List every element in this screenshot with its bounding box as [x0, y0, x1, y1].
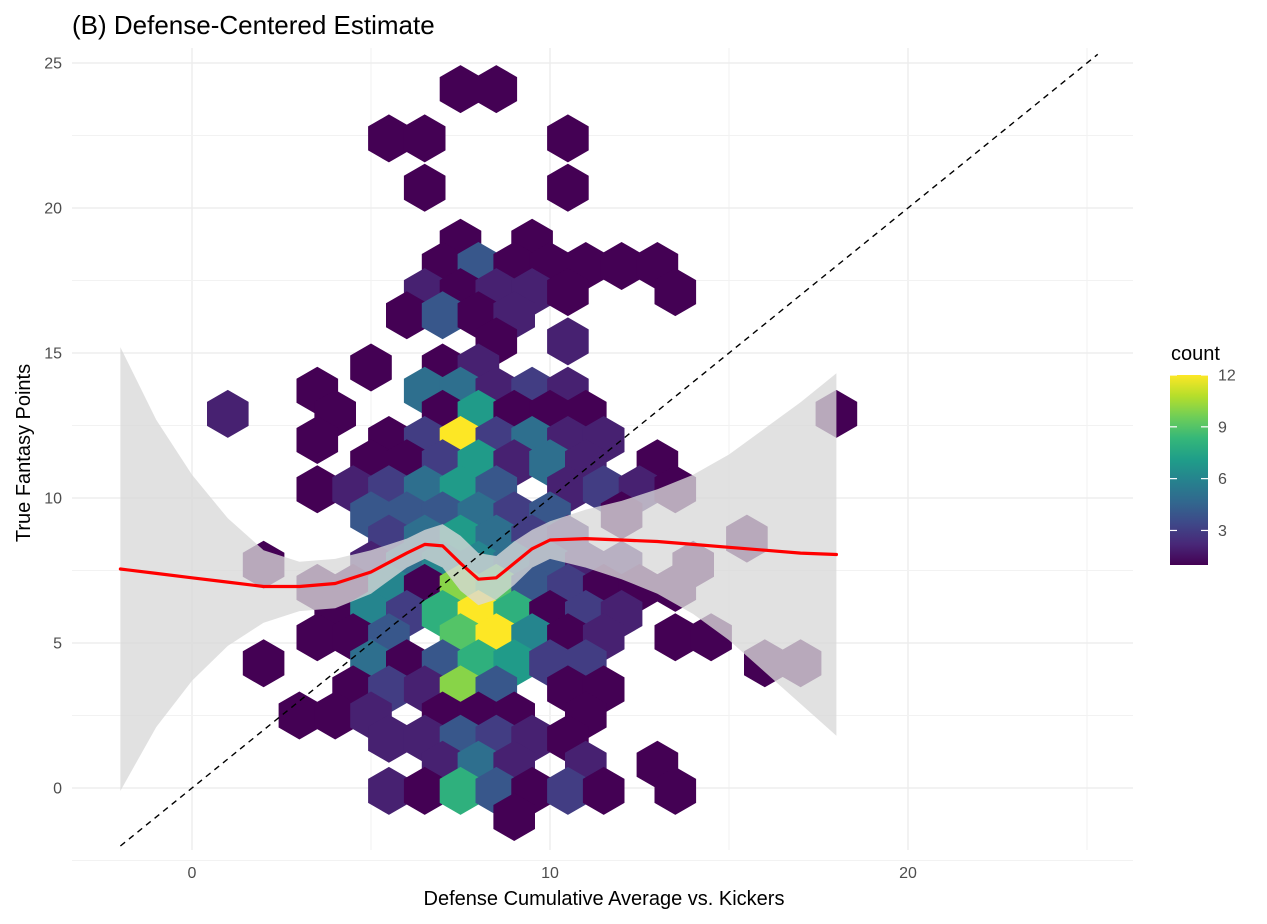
hex-cell [278, 691, 321, 740]
hex-cell [403, 766, 446, 815]
legend-tick-label: 12 [1218, 368, 1236, 385]
chart-title: (B) Defense-Centered Estimate [72, 10, 435, 40]
hex-cell [439, 766, 482, 815]
hex-cell [403, 114, 446, 163]
legend-title: count [1171, 343, 1220, 365]
hex-cell [493, 793, 535, 841]
confidence-band [120, 347, 837, 791]
reference-line-path [119, 53, 1099, 847]
hex-cell [547, 766, 589, 815]
hex-cell [654, 268, 697, 317]
smooth-line-path [118, 536, 839, 589]
y-axis-label: True Fantasy Points [13, 364, 35, 542]
legend-ticks: 3 6 9 12 [1170, 368, 1236, 540]
y-tick-label: 0 [53, 781, 62, 798]
hex-cell [296, 416, 339, 464]
hex-cell [314, 691, 356, 740]
hex-cell [207, 389, 249, 438]
hex-cell [439, 65, 482, 114]
legend-tick-label: 3 [1218, 523, 1227, 540]
hex-cell [547, 268, 589, 317]
legend: count 3 6 9 12 [1170, 343, 1236, 565]
x-tick-label: 20 [899, 865, 917, 882]
hex-cell [547, 114, 589, 163]
smooth-line [118, 536, 839, 589]
y-tick-label: 15 [44, 346, 62, 363]
hex-cell [654, 613, 697, 662]
hex-cell [654, 766, 697, 815]
hex-cell [296, 465, 339, 514]
hex-cell [350, 343, 392, 392]
hex-cell [600, 242, 643, 290]
hex-cell [368, 714, 410, 763]
hex-cell [386, 291, 428, 340]
hex-cell [403, 163, 446, 212]
confidence-band-area [120, 347, 837, 791]
reference-line [119, 53, 1099, 847]
axis-ticks: 0 10 20 0 5 10 15 20 25 [44, 56, 917, 883]
legend-tick-label: 6 [1218, 471, 1227, 488]
legend-colorbar [1170, 375, 1208, 565]
hex-cell [242, 639, 285, 688]
x-tick-label: 0 [188, 865, 197, 882]
x-axis-label: Defense Cumulative Average vs. Kickers [424, 888, 785, 910]
y-tick-label: 20 [44, 201, 62, 218]
hex-cell [475, 65, 518, 114]
x-tick-label: 10 [541, 865, 559, 882]
hex-cell [547, 317, 589, 366]
hex-cell [296, 613, 339, 662]
hex-cell [368, 114, 410, 163]
hex-cell [547, 163, 589, 212]
hex-cell [582, 766, 625, 815]
y-tick-label: 5 [53, 636, 62, 653]
y-tick-label: 10 [44, 491, 62, 508]
hex-cell [368, 766, 410, 815]
y-tick-label: 25 [44, 56, 62, 73]
legend-tick-label: 9 [1218, 419, 1227, 436]
hex-cell [421, 291, 464, 340]
